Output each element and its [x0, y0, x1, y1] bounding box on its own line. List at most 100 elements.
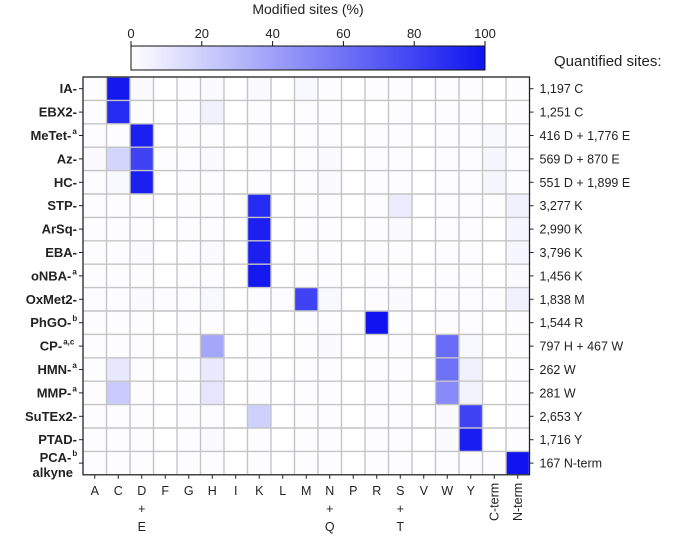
column-sublabel: + — [397, 502, 404, 516]
heatmap-cell — [412, 194, 436, 218]
heatmap-cell — [482, 404, 506, 428]
heatmap-cell — [341, 357, 365, 382]
heatmap-cell — [106, 77, 130, 101]
heatmap-cell — [341, 194, 365, 218]
heatmap-cell — [224, 147, 248, 171]
heatmap-cell — [83, 287, 107, 311]
heatmap-cell — [106, 357, 130, 382]
heatmap-cell — [482, 428, 506, 452]
quantified-site-label: 1,251 C — [540, 106, 584, 120]
heatmap-cell — [506, 264, 530, 288]
heatmap-cell — [294, 123, 318, 148]
heatmap-cell — [224, 100, 248, 124]
heatmap-cell — [435, 357, 459, 382]
heatmap-cell — [130, 123, 154, 148]
heatmap-cell — [294, 287, 318, 311]
heatmap-cell — [294, 404, 318, 428]
quantified-site-label: 797 H + 467 W — [540, 340, 624, 354]
heatmap-cell — [341, 451, 365, 475]
row-label-superscript: a — [72, 267, 77, 276]
heatmap-cell — [482, 264, 506, 288]
heatmap-cell — [506, 170, 530, 194]
heatmap-cell — [341, 311, 365, 335]
heatmap-cell — [271, 311, 295, 335]
heatmap-cell — [459, 357, 483, 382]
heatmap-cell — [224, 334, 248, 358]
heatmap-cell — [318, 217, 342, 241]
heatmap-cell — [318, 287, 342, 311]
heatmap-cell — [83, 311, 107, 335]
heatmap-cell — [482, 357, 506, 382]
heatmap-cell — [412, 357, 436, 382]
heatmap-cell — [153, 334, 177, 358]
heatmap-cell — [200, 404, 224, 428]
column-label: S — [396, 484, 404, 498]
heatmap-cell — [341, 240, 365, 265]
heatmap-cell — [271, 451, 295, 475]
heatmap-cell — [106, 381, 130, 405]
heatmap-cell — [130, 428, 154, 452]
heatmap-cell — [318, 428, 342, 452]
heatmap-cell — [365, 240, 389, 265]
quantified-site-label: 2,653 Y — [540, 410, 584, 424]
row-label: HMN- — [37, 362, 71, 377]
heatmap-cell — [365, 77, 389, 101]
heatmap-cell — [459, 147, 483, 171]
heatmap-cell — [341, 264, 365, 288]
heatmap-cell — [200, 217, 224, 241]
column-label: G — [184, 484, 194, 498]
heatmap-cell — [106, 123, 130, 148]
heatmap-cell — [200, 170, 224, 194]
heatmap-cell — [388, 194, 412, 218]
heatmap-cell — [435, 264, 459, 288]
column-label: W — [441, 484, 453, 498]
quantified-site-label: 167 N-term — [540, 457, 603, 471]
heatmap-cell — [459, 77, 483, 101]
heatmap-cell — [247, 77, 271, 101]
row-label: MeTet- — [30, 128, 71, 143]
quantified-site-label: 2,990 K — [540, 223, 584, 237]
colorbar-tick-label: 60 — [336, 26, 350, 41]
row-label: SuTEx2- — [25, 409, 77, 424]
heatmap-cell — [177, 381, 201, 405]
column-label: N-term — [511, 483, 525, 521]
heatmap-cell — [83, 170, 107, 194]
heatmap-cell — [435, 287, 459, 311]
heatmap-cell — [153, 357, 177, 382]
heatmap-cell — [177, 287, 201, 311]
heatmap-cell — [506, 404, 530, 428]
heatmap-cell — [271, 287, 295, 311]
heatmap-cell — [200, 123, 224, 148]
heatmap-cell — [271, 264, 295, 288]
heatmap-cell — [106, 217, 130, 241]
heatmap-cell — [482, 217, 506, 241]
heatmap-cell — [459, 451, 483, 475]
heatmap-cell — [294, 334, 318, 358]
heatmap-cell — [106, 147, 130, 171]
heatmap-cell — [153, 264, 177, 288]
heatmap-cell — [271, 170, 295, 194]
heatmap-cell — [83, 404, 107, 428]
column-sublabel: Q — [325, 520, 335, 534]
heatmap-cell — [318, 334, 342, 358]
heatmap-cell — [177, 264, 201, 288]
column-label: C-term — [488, 483, 502, 521]
heatmap-cell — [506, 123, 530, 148]
heatmap-cell — [341, 428, 365, 452]
heatmap-cell — [412, 334, 436, 358]
heatmap-cell — [459, 334, 483, 358]
heatmap-cell — [83, 123, 107, 148]
heatmap-cell — [341, 287, 365, 311]
heatmap-cell — [83, 428, 107, 452]
heatmap-cell — [271, 77, 295, 101]
heatmap-cell — [341, 100, 365, 124]
heatmap-cell — [224, 194, 248, 218]
row-label-superscript: b — [72, 314, 77, 323]
column-sublabel: T — [396, 520, 404, 534]
heatmap-cell — [412, 264, 436, 288]
heatmap-cell — [153, 147, 177, 171]
heatmap-cell — [365, 170, 389, 194]
heatmap-cell — [482, 381, 506, 405]
column-label: R — [372, 484, 381, 498]
heatmap-cell — [459, 123, 483, 148]
